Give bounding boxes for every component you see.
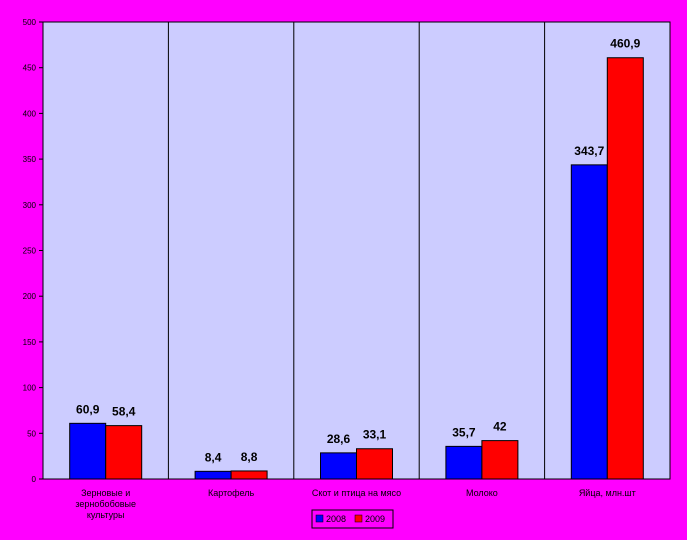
y-tick-label: 250 bbox=[23, 247, 37, 256]
x-tick-label: Картофель bbox=[208, 488, 254, 498]
data-label: 460,9 bbox=[610, 37, 640, 51]
x-tick-label: Скот и птица на мясо bbox=[312, 488, 401, 498]
y-tick-label: 200 bbox=[23, 292, 37, 301]
y-tick-label: 150 bbox=[23, 338, 37, 347]
x-tick-label: Зерновые и bbox=[81, 488, 130, 498]
bar-2008-1 bbox=[194, 470, 232, 480]
y-tick-label: 0 bbox=[32, 475, 37, 484]
data-label: 343,7 bbox=[574, 144, 604, 158]
x-tick-label: зернобобовые bbox=[75, 499, 136, 509]
legend-label: 2008 bbox=[326, 514, 346, 524]
legend-swatch-2008 bbox=[315, 514, 324, 523]
legend-label: 2009 bbox=[365, 514, 385, 524]
data-label: 58,4 bbox=[112, 405, 136, 419]
y-tick-label: 400 bbox=[23, 109, 37, 118]
y-tick-label: 50 bbox=[27, 429, 36, 438]
data-label: 8,8 bbox=[241, 450, 258, 464]
plot-area bbox=[42, 21, 671, 480]
bar-2008-2 bbox=[320, 452, 357, 480]
y-tick-label: 450 bbox=[23, 64, 37, 73]
legend bbox=[311, 509, 394, 529]
bar-2008-4 bbox=[570, 164, 608, 480]
data-label: 28,6 bbox=[327, 432, 351, 446]
legend-swatch-2009 bbox=[354, 514, 363, 523]
bar-2009-3 bbox=[481, 440, 519, 480]
data-label: 33,1 bbox=[363, 428, 387, 442]
y-tick-label: 300 bbox=[23, 201, 37, 210]
bar-2008-0 bbox=[69, 422, 107, 480]
y-tick-label: 500 bbox=[23, 18, 37, 27]
bar-2009-0 bbox=[105, 425, 143, 480]
data-label: 60,9 bbox=[76, 402, 100, 416]
bar-2009-1 bbox=[230, 470, 268, 480]
bar-2008-3 bbox=[445, 445, 483, 480]
x-tick-label: культуры bbox=[87, 510, 125, 520]
data-label: 35,7 bbox=[452, 425, 476, 439]
y-tick-label: 100 bbox=[23, 384, 37, 393]
x-tick-label: Молоко bbox=[466, 488, 498, 498]
x-tick-label: Яйца, млн.шт bbox=[579, 488, 636, 498]
y-tick-label: 350 bbox=[23, 155, 37, 164]
data-label: 42 bbox=[493, 420, 507, 434]
bar-2009-2 bbox=[356, 448, 393, 480]
bar-2009-4 bbox=[606, 57, 644, 480]
data-label: 8,4 bbox=[205, 450, 222, 464]
